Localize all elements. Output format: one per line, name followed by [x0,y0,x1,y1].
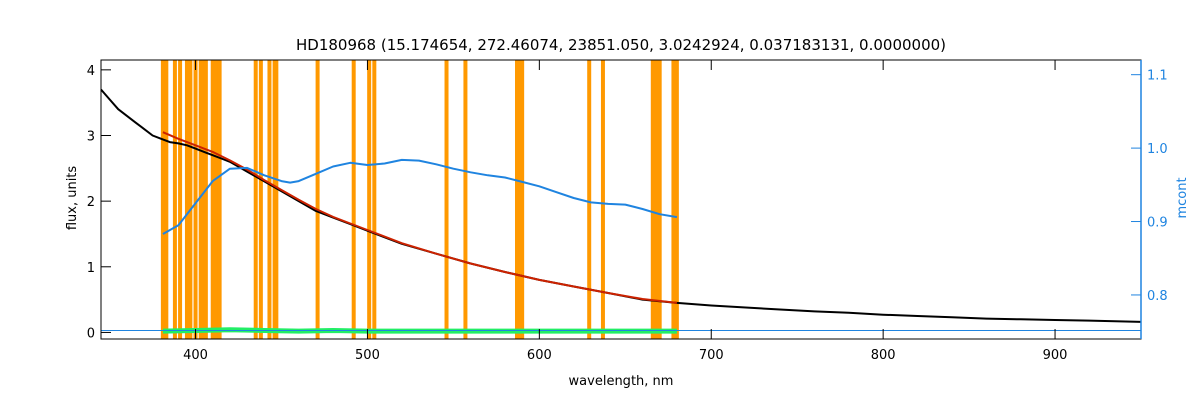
x-tick-label-800: 800 [871,348,896,363]
y-tick-label-3: 3 [87,129,95,144]
y-tick-label-4: 4 [87,64,95,79]
x-axis-title: wavelength, nm [569,374,674,389]
x-tick-label-700: 700 [699,348,724,363]
y2-tick-label-1.1: 1.1 [1147,69,1168,84]
series-model [162,131,678,304]
chart-title: HD180968 (15.174654, 272.46074, 23851.05… [296,36,946,54]
y2-tick-label-0.9: 0.9 [1147,216,1168,231]
x-tick-label-500: 500 [355,348,380,363]
y-tick-label-1: 1 [87,261,95,276]
mask-lines [160,60,679,339]
axes: 400 500 600 700 800 900 0 1 2 3 4 0.8 0.9 1.0 1.1 [87,59,1168,363]
y-tick-label-0: 0 [87,326,95,341]
y2-tick-label-0.8: 0.8 [1147,289,1168,304]
series-continuum [162,158,678,235]
y-axis-title: flux, units [65,166,80,231]
x-tick-label-600: 600 [527,348,552,363]
y2-axis-title: mcont [1175,177,1190,218]
y2-tick-label-1: 1.0 [1147,142,1168,157]
series-lines [100,88,1142,334]
x-tick-label-900: 900 [1043,348,1068,363]
y-tick-label-2: 2 [87,195,95,210]
x-tick-label-400: 400 [183,348,208,363]
